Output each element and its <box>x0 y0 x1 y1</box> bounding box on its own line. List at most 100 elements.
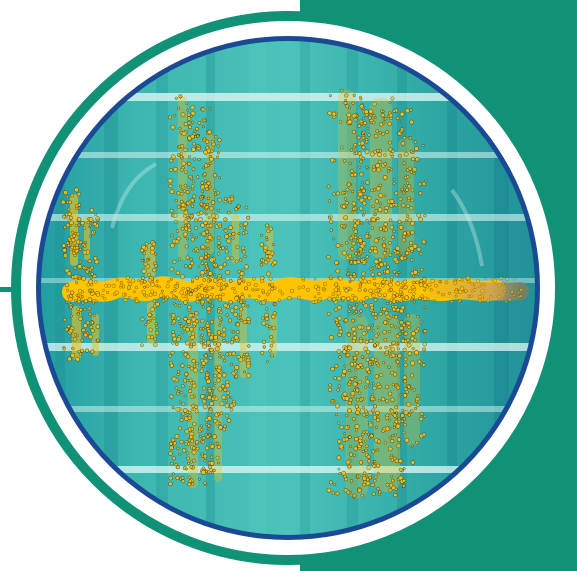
signal-speckle <box>200 189 205 194</box>
signal-speckle <box>403 422 407 427</box>
signal-speckle <box>369 433 374 438</box>
signal-core-speckle <box>127 296 131 299</box>
signal-core-speckle <box>519 294 523 298</box>
signal-speckle <box>377 492 381 496</box>
signal-speckle <box>387 166 391 170</box>
signal-speckle <box>145 258 149 262</box>
signal-speckle <box>191 446 196 450</box>
signal-core-speckle <box>333 287 338 292</box>
signal-core-speckle <box>197 295 202 300</box>
signal-speckle <box>405 188 409 192</box>
signal-speckle <box>407 351 412 356</box>
signal-speckle <box>176 337 181 342</box>
signal-speckle <box>349 445 353 448</box>
signal-speckle <box>391 294 396 299</box>
signal-speckle <box>403 357 408 362</box>
signal-speckle <box>204 251 208 256</box>
signal-speckle <box>354 428 359 432</box>
signal-speckle <box>238 277 241 280</box>
signal-speckle <box>406 321 411 326</box>
signal-core-speckle <box>482 283 487 287</box>
signal-speckle <box>141 276 145 280</box>
signal-speckle <box>231 231 236 236</box>
signal-speckle <box>393 422 397 427</box>
signal-speckle <box>351 101 355 105</box>
signal-speckle <box>204 294 209 298</box>
signal-speckle <box>352 227 356 231</box>
signal-speckle <box>199 197 203 201</box>
signal-speckle <box>182 408 188 413</box>
signal-speckle <box>370 482 375 488</box>
signal-speckle <box>261 320 267 326</box>
signal-speckle <box>237 269 241 274</box>
signal-speckle <box>379 122 384 127</box>
signal-speckle <box>412 274 416 278</box>
signal-speckle <box>207 388 212 393</box>
signal-speckle <box>384 117 388 121</box>
signal-speckle <box>384 345 388 350</box>
signal-core-speckle <box>135 297 138 300</box>
signal-speckle <box>210 304 214 308</box>
signal-speckle <box>191 449 197 455</box>
signal-speckle <box>174 239 180 244</box>
signal-speckle <box>235 322 240 327</box>
signal-speckle <box>189 460 193 464</box>
signal-speckle <box>188 410 192 415</box>
signal-speckle <box>178 452 182 456</box>
signal-speckle <box>216 191 220 195</box>
signal-core-speckle <box>115 278 119 282</box>
signal-core-speckle <box>140 281 144 285</box>
signal-speckle <box>396 437 402 442</box>
signal-speckle <box>241 268 245 272</box>
signal-speckle <box>395 385 401 390</box>
signal-speckle <box>169 267 174 272</box>
signal-core-speckle <box>381 284 385 288</box>
signal-speckle <box>413 140 418 144</box>
signal-core-speckle <box>502 282 505 286</box>
signal-speckle <box>421 144 425 147</box>
signal-speckle <box>266 360 270 364</box>
signal-speckle <box>180 476 185 480</box>
signal-speckle <box>372 167 377 172</box>
signal-speckle <box>394 405 399 410</box>
signal-speckle <box>344 288 349 293</box>
signal-speckle <box>206 275 210 279</box>
signal-speckle <box>363 195 368 200</box>
signal-speckle <box>185 467 188 471</box>
signal-speckle <box>416 394 420 398</box>
signal-speckle <box>200 184 206 190</box>
signal-speckle <box>171 341 175 345</box>
signal-speckle <box>229 396 233 400</box>
signal-core-speckle <box>473 286 477 290</box>
signal-speckle <box>354 310 358 314</box>
signal-speckle <box>182 189 187 193</box>
signal-speckle <box>344 477 349 482</box>
signal-speckle <box>243 370 246 374</box>
signal-speckle <box>155 301 160 307</box>
signal-core-speckle <box>434 283 438 288</box>
signal-speckle <box>181 330 185 334</box>
signal-speckle <box>368 475 372 480</box>
signal-speckle <box>364 149 370 155</box>
signal-speckle <box>263 260 269 265</box>
signal-speckle <box>77 223 81 227</box>
signal-speckle <box>385 384 390 389</box>
signal-speckle <box>375 410 380 416</box>
signal-speckle <box>243 264 249 270</box>
signal-speckle <box>356 475 360 479</box>
signal-speckle <box>183 147 188 153</box>
signal-speckle <box>349 452 354 457</box>
signal-speckle <box>268 349 272 353</box>
signal-speckle <box>85 348 90 353</box>
signal-speckle <box>327 199 332 203</box>
signal-speckle <box>370 246 375 251</box>
signal-speckle <box>70 193 74 198</box>
signal-speckle <box>224 399 228 403</box>
signal-speckle <box>387 121 392 126</box>
signal-speckle <box>385 130 389 134</box>
burst-right <box>338 90 420 498</box>
signal-speckle <box>172 441 177 446</box>
signal-speckle <box>265 236 269 239</box>
signal-core-speckle <box>153 291 158 296</box>
